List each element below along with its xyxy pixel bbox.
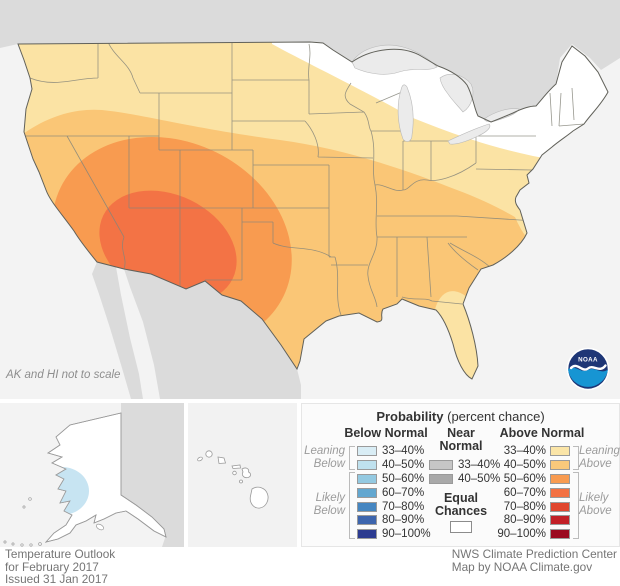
mexico-landmass xyxy=(124,269,301,399)
above-normal-header: Above Normal xyxy=(499,426,585,440)
legend-row: 50–60% xyxy=(494,472,570,486)
legend-row: 80–90% xyxy=(494,513,570,527)
lake-erie xyxy=(447,123,491,145)
aleutian-islands xyxy=(3,497,105,547)
legend-swatch xyxy=(357,487,377,498)
legend-swatch xyxy=(357,529,377,540)
legend-row: 60–70% xyxy=(357,486,431,500)
legend-swatch xyxy=(429,459,453,470)
equal-chances-swatch xyxy=(450,521,472,533)
lake-huron xyxy=(439,73,474,113)
great-lakes xyxy=(351,44,520,145)
ak-canada xyxy=(121,403,184,547)
legend-swatch xyxy=(357,515,377,526)
legend-panel: Probability (percent chance) Below Norma… xyxy=(301,403,620,547)
legend-swatch xyxy=(550,529,570,540)
legend-swatch xyxy=(357,445,377,456)
hawaii-inset xyxy=(188,403,297,547)
state-borders xyxy=(22,42,585,316)
scale-note: AK and HI not to scale xyxy=(6,369,121,381)
legend-swatch xyxy=(357,459,377,470)
near-normal-header: Near Normal xyxy=(439,426,483,453)
equal-chances-label: Equal Chances xyxy=(434,491,488,518)
legend-row: 33–40% xyxy=(494,444,570,458)
legend-title: Probability (percent chance) xyxy=(302,409,619,424)
legend-row: 40–50% xyxy=(429,472,500,486)
legend-swatch xyxy=(550,473,570,484)
legend-swatch xyxy=(429,473,453,484)
baja-california xyxy=(92,262,143,399)
leaning-below-bracket xyxy=(349,446,355,470)
likely-above-label: Likely Above xyxy=(579,492,612,517)
legend-row: 33–40% xyxy=(429,458,500,472)
canada-landmass xyxy=(0,0,620,122)
legend-swatch xyxy=(550,487,570,498)
noaa-logo-text: NOAA xyxy=(578,357,598,364)
legend-row: 40–50% xyxy=(494,458,570,472)
legend-swatch xyxy=(357,501,377,512)
legend-swatch xyxy=(550,515,570,526)
legend-swatch xyxy=(550,501,570,512)
near-normal-rows: 33–40% 40–50% xyxy=(429,458,500,486)
seagull-icon xyxy=(569,364,607,371)
legend-row: 50–60% xyxy=(357,472,431,486)
legend-row: 90–100% xyxy=(494,527,570,541)
leaning-below-label: Leaning Below xyxy=(304,445,345,470)
legend-row: 33–40% xyxy=(357,444,431,458)
legend-row: 40–50% xyxy=(357,458,431,472)
legend-swatch xyxy=(550,459,570,470)
lake-michigan xyxy=(397,84,414,142)
hawaii-islands xyxy=(197,450,269,509)
legend-swatch xyxy=(550,445,570,456)
lake-ontario xyxy=(483,108,520,123)
likely-above-bracket xyxy=(573,472,579,539)
legend-row: 70–80% xyxy=(494,500,570,514)
leaning-above-bracket xyxy=(573,446,579,470)
alaska-inset xyxy=(0,403,184,547)
likely-below-bracket xyxy=(349,472,355,539)
legend-row: 90–100% xyxy=(357,527,431,541)
main-map: AK and HI not to scale xyxy=(0,0,620,399)
footer-title: Temperature Outlook for February 2017 Is… xyxy=(5,547,116,586)
legend-title-rest: (percent chance) xyxy=(443,409,545,424)
legend-title-bold: Probability xyxy=(376,409,444,424)
legend-swatch xyxy=(357,473,377,484)
legend-row: 80–90% xyxy=(357,513,431,527)
noaa-logo: NOAA xyxy=(566,347,610,391)
leaning-above-label: Leaning Above xyxy=(579,445,620,470)
below-normal-rows: 33–40% 40–50% 50–60% 60–70% 70–80% 80–90… xyxy=(357,444,431,541)
noaa-logo-wave xyxy=(568,367,608,387)
legend-row: 70–80% xyxy=(357,500,431,514)
below-normal-header: Below Normal xyxy=(344,426,428,440)
legend-row: 60–70% xyxy=(494,486,570,500)
above-normal-rows: 33–40% 40–50% 50–60% 60–70% 70–80% 80–90… xyxy=(494,444,570,541)
likely-below-label: Likely Below xyxy=(313,492,345,517)
footer-credit: NWS Climate Prediction Center Map by NOA… xyxy=(451,547,617,574)
